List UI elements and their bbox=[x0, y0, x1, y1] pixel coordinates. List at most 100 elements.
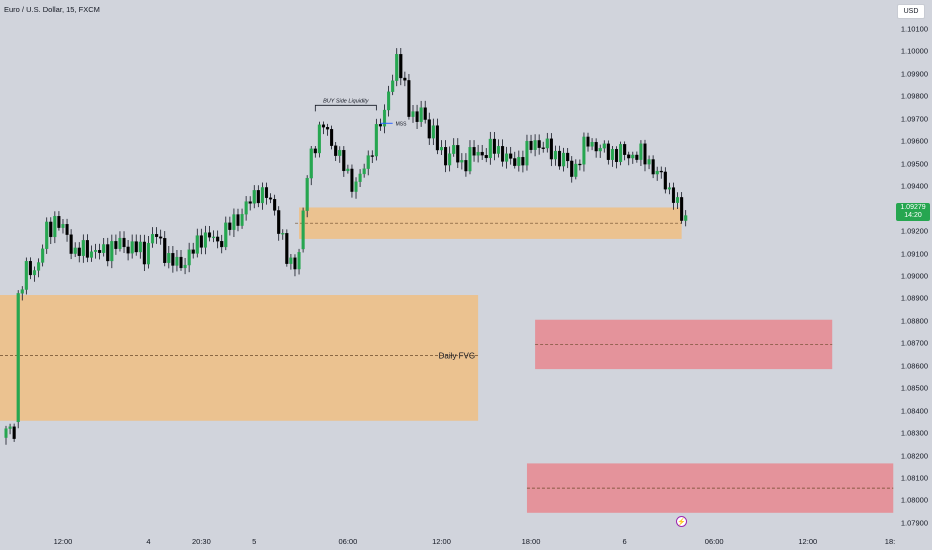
candle bbox=[529, 134, 533, 154]
candle bbox=[346, 164, 350, 174]
candle bbox=[500, 139, 505, 167]
candle bbox=[65, 218, 69, 242]
candle bbox=[517, 150, 521, 172]
buy-side-liquidity-line[interactable] bbox=[314, 104, 377, 112]
price-label: 1.09000 bbox=[900, 271, 928, 281]
candle bbox=[407, 73, 411, 120]
candle bbox=[444, 140, 448, 173]
candle bbox=[452, 138, 456, 157]
candle bbox=[598, 144, 602, 158]
candle bbox=[492, 131, 496, 161]
price-label: 1.08200 bbox=[900, 451, 928, 461]
price-axis[interactable]: 1.10100 1.10000 1.09900 1.09800 1.09700 1.096… bbox=[895, 0, 932, 528]
candle bbox=[53, 211, 57, 244]
candle bbox=[480, 144, 484, 160]
lightning-icon[interactable]: ⚡ bbox=[676, 516, 687, 527]
candle bbox=[130, 234, 134, 259]
candlestick-chart[interactable]: BUY Side Liquidity MSS Daily FVG bbox=[0, 0, 895, 525]
candle bbox=[663, 167, 667, 194]
candle bbox=[370, 150, 374, 164]
current-price-tag: 1.09279 14:20 bbox=[896, 203, 930, 221]
candle bbox=[667, 182, 671, 195]
candle bbox=[395, 48, 399, 87]
price-label: 1.08100 bbox=[900, 473, 928, 483]
candle bbox=[45, 217, 49, 254]
candle bbox=[387, 85, 391, 117]
candle bbox=[252, 185, 256, 209]
candle bbox=[89, 245, 94, 262]
daily-fvg-label: Daily FVG bbox=[439, 352, 475, 361]
candle bbox=[32, 266, 37, 282]
candle bbox=[590, 138, 594, 151]
candle bbox=[203, 225, 207, 255]
mss-label: MSS bbox=[396, 121, 408, 127]
currency-button[interactable]: USD bbox=[897, 4, 925, 19]
candle bbox=[464, 153, 468, 177]
time-axis[interactable]: 12:00 4 20:30 5 06:00 12:00 18:00 6 06:00 12:00 18… bbox=[0, 525, 896, 550]
candle bbox=[382, 104, 387, 134]
candle bbox=[187, 242, 191, 273]
candle bbox=[525, 134, 529, 171]
candle bbox=[610, 146, 614, 167]
candle bbox=[566, 148, 570, 169]
candle bbox=[334, 141, 338, 161]
candle bbox=[659, 166, 663, 179]
candle bbox=[293, 254, 297, 277]
candle bbox=[684, 210, 688, 227]
candle bbox=[277, 206, 281, 241]
candle bbox=[41, 244, 45, 267]
candle bbox=[671, 182, 676, 210]
candle bbox=[175, 249, 179, 272]
candle bbox=[69, 229, 73, 260]
candle bbox=[171, 246, 175, 273]
price-label: 1.09700 bbox=[900, 114, 928, 124]
candle bbox=[199, 228, 203, 255]
candle bbox=[281, 229, 285, 240]
candle bbox=[264, 182, 269, 205]
candle bbox=[354, 177, 358, 199]
candle bbox=[98, 243, 102, 260]
candle bbox=[537, 134, 541, 155]
price-label: 1.08700 bbox=[900, 338, 928, 348]
time-label: 06:00 bbox=[704, 537, 724, 546]
candle bbox=[191, 242, 195, 259]
candle bbox=[155, 227, 159, 244]
time-label: 18:00 bbox=[521, 537, 541, 546]
candle bbox=[126, 239, 130, 261]
buy-side-liquidity-label: BUY Side Liquidity bbox=[323, 98, 370, 104]
candle bbox=[106, 237, 110, 267]
candle bbox=[268, 193, 273, 204]
candle bbox=[325, 123, 330, 136]
candle bbox=[439, 140, 444, 155]
candle bbox=[594, 138, 598, 158]
candle bbox=[309, 145, 313, 186]
candle bbox=[505, 146, 509, 169]
candle bbox=[244, 196, 248, 221]
chart-plot-area[interactable]: BUY Side Liquidity MSS Daily FVG bbox=[0, 0, 895, 525]
candle bbox=[586, 132, 590, 152]
daily-fvg-zone[interactable] bbox=[0, 295, 479, 421]
candle bbox=[81, 234, 85, 263]
candle bbox=[639, 140, 643, 166]
time-label: 06:00 bbox=[338, 537, 358, 546]
time-label: 12:00 bbox=[798, 537, 818, 546]
price-label: 1.08000 bbox=[900, 495, 928, 505]
candle bbox=[12, 423, 16, 442]
candle bbox=[484, 148, 488, 163]
candle bbox=[313, 145, 317, 158]
candle bbox=[77, 242, 81, 263]
candle bbox=[358, 169, 362, 188]
candle bbox=[256, 185, 260, 208]
candle bbox=[570, 156, 574, 183]
candle bbox=[260, 182, 264, 210]
candle bbox=[159, 229, 163, 245]
candle bbox=[248, 196, 252, 211]
candle bbox=[297, 248, 301, 275]
candle bbox=[138, 234, 142, 259]
candle bbox=[468, 140, 472, 175]
candle bbox=[578, 159, 582, 171]
candle bbox=[20, 286, 24, 301]
candle bbox=[366, 150, 370, 176]
candle bbox=[647, 155, 651, 170]
bar-countdown: 14:20 bbox=[904, 212, 922, 219]
